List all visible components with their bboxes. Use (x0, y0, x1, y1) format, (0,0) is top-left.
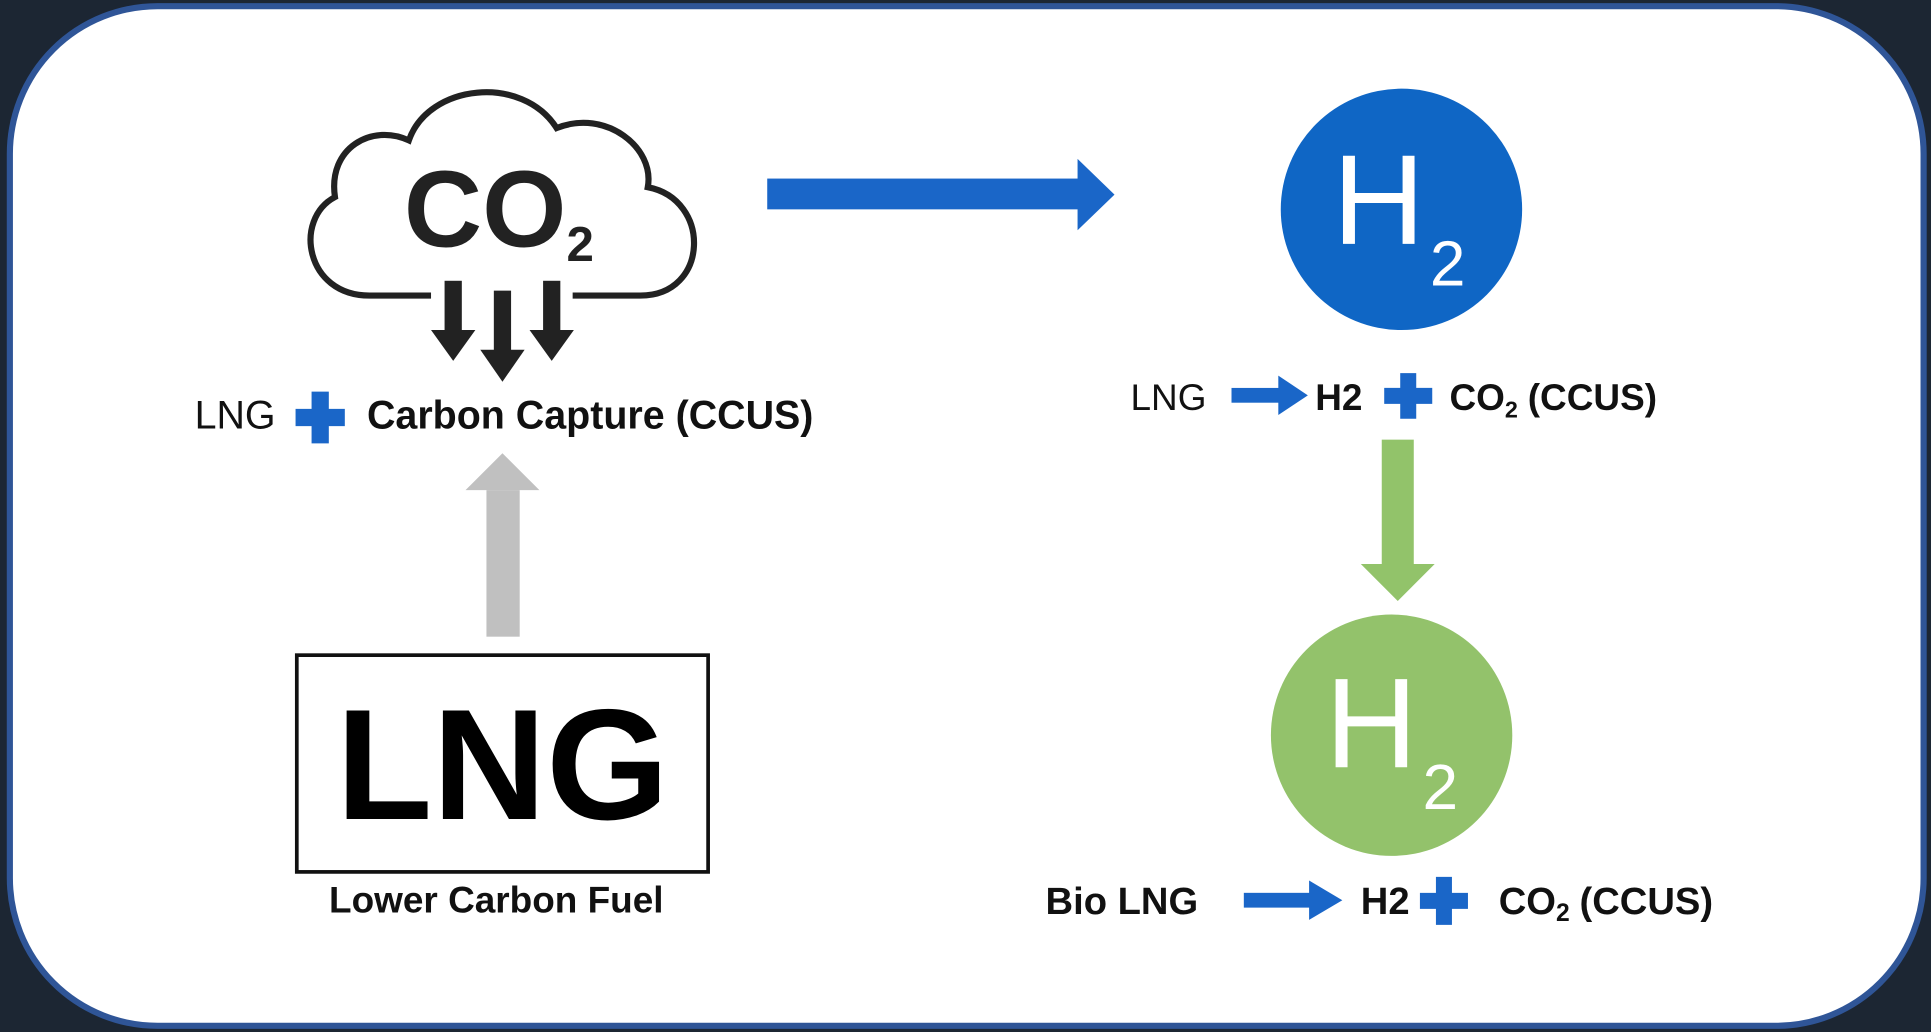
input-label: Bio LNG (1046, 880, 1199, 923)
co2-sub: 2 (1556, 900, 1570, 927)
ccus-text: (CCUS) (1528, 377, 1657, 418)
small-arrow (1244, 893, 1312, 908)
product-label: H2 (1361, 880, 1410, 923)
down-arrow (1382, 440, 1414, 567)
co2-main: CO (404, 148, 567, 269)
co2-text: CO (1499, 880, 1556, 923)
co2-label: CO2 (CCUS) (1449, 377, 1657, 422)
up-arrow (486, 490, 519, 637)
product-label: H2 (1315, 377, 1362, 418)
label-lead: LNG (195, 394, 276, 438)
lng-caption: Lower Carbon Fuel (329, 880, 664, 921)
input-label: LNG (1131, 377, 1207, 418)
diagram: CO2 LNG Carbon Capture (CCUS) LNG Lower … (0, 0, 1931, 1032)
ccus-text: (CCUS) (1580, 880, 1714, 923)
h-main: H (1332, 129, 1424, 272)
co2-label: CO2 (CCUS) (1499, 880, 1713, 927)
h-main: H (1325, 652, 1417, 795)
h-sub: 2 (1423, 751, 1459, 823)
right-arrow (767, 179, 1079, 210)
co2-text: CO (1449, 377, 1504, 418)
small-arrow (1232, 388, 1281, 403)
label-text: Carbon Capture (CCUS) (367, 394, 813, 438)
co2-sub: 2 (566, 217, 593, 272)
lng-label: LNG (336, 677, 669, 853)
page: CO2 LNG Carbon Capture (CCUS) LNG Lower … (0, 0, 1931, 1032)
co2-sub: 2 (1505, 396, 1518, 422)
co2-icon-text: CO2 (404, 148, 594, 272)
h-sub: 2 (1430, 228, 1466, 300)
